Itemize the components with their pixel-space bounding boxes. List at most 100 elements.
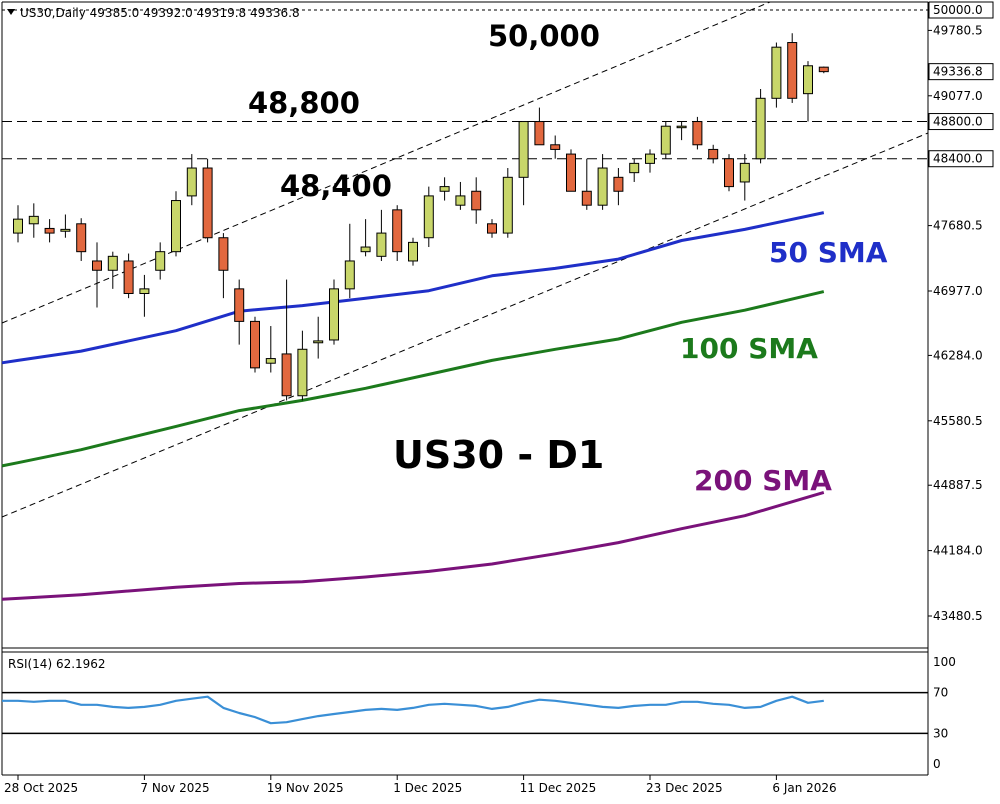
symbol-info: US30,Daily 49385.0 49392.0 49319.8 49336…: [20, 6, 300, 20]
rsi-tick-label: 30: [933, 726, 948, 740]
candle-body: [28, 215, 39, 225]
candle-12: [202, 158, 213, 243]
candle-body: [755, 97, 766, 160]
candle-48: [771, 42, 782, 108]
candle-22: [360, 219, 371, 257]
moving-averages: [1, 211, 825, 601]
candle-38: [613, 168, 624, 206]
candle-51: [818, 66, 829, 74]
time-tick-label: 6 Jan 2026: [772, 781, 836, 795]
candle-17: [281, 279, 292, 401]
price-tag-box: [928, 113, 994, 131]
candle-body: [502, 176, 513, 234]
candle-body: [581, 190, 592, 206]
candle-27: [439, 177, 450, 201]
candle-body: [739, 162, 750, 183]
candle-body: [550, 144, 561, 150]
candle-body: [171, 200, 181, 253]
candle-33: [534, 107, 545, 146]
price-tags: 50000.0 49336.8 48800.0 48400.0: [928, 1, 994, 168]
price-tick-label: 45580.5: [933, 414, 983, 428]
candle-body: [534, 121, 545, 146]
sma-line-200: [1, 490, 825, 601]
candle-body: [566, 153, 576, 192]
candle-37: [597, 154, 608, 210]
candle-1: [28, 203, 39, 238]
candle-29: [471, 177, 482, 224]
price-tag-label: 50000.0: [933, 3, 983, 17]
rsi-level-tag: [929, 684, 949, 701]
candle-body: [629, 162, 640, 174]
candle-body: [518, 121, 529, 178]
symbol-header: US30,Daily 49385.0 49392.0 49319.8 49336…: [7, 6, 300, 20]
annotation-48400: 48,400: [280, 169, 392, 203]
candle-35: [566, 149, 576, 192]
rsi-label: RSI(14) 62.1962: [8, 657, 106, 671]
candle-body: [281, 353, 292, 397]
chart-title: US30 - D1: [393, 433, 604, 477]
candle-body: [597, 167, 608, 206]
rsi-tick-label: 100: [933, 655, 956, 669]
price-tick-label: 49077.0: [933, 89, 983, 103]
candle-39: [629, 158, 640, 182]
candle-body: [455, 195, 466, 206]
candle-15: [250, 316, 260, 373]
candle-7: [123, 253, 134, 299]
candle-4: [76, 218, 87, 261]
candles: [13, 33, 829, 401]
sma-line-100: [1, 290, 825, 468]
candle-13: [218, 233, 229, 299]
candle-25: [408, 237, 418, 266]
time-axis: 28 Oct 2025 7 Nov 2025 19 Nov 2025 1 Dec 20…: [4, 775, 837, 795]
candle-body: [123, 260, 134, 295]
rsi-panel: 100 70 30 0: [2, 655, 956, 771]
candle-body: [13, 218, 23, 234]
candle-body: [76, 223, 87, 253]
candle-body: [313, 340, 324, 344]
candle-body: [423, 195, 434, 239]
candle-34: [550, 135, 561, 159]
candle-body: [218, 237, 229, 271]
candle-28: [455, 181, 466, 210]
candle-body: [645, 153, 655, 164]
candle-body: [376, 232, 387, 257]
candle-body: [660, 125, 671, 155]
candle-0: [13, 205, 23, 243]
candle-6: [107, 251, 118, 289]
candle-body: [44, 227, 55, 234]
price-tag-box: [928, 1, 994, 19]
candle-47: [755, 89, 766, 164]
candle-3: [60, 214, 71, 238]
candle-body: [439, 186, 450, 192]
candle-body: [724, 158, 734, 188]
candle-body: [60, 228, 71, 232]
rsi-tick-label: 70: [933, 686, 948, 700]
candle-body: [360, 246, 371, 253]
candle-body: [613, 176, 624, 192]
candle-body: [818, 66, 829, 73]
time-tick-label: 23 Dec 2025: [646, 781, 723, 795]
channel-lower-line: [1, 132, 929, 518]
candle-body: [107, 255, 118, 271]
candle-body: [186, 167, 197, 197]
candle-44: [708, 144, 719, 164]
candle-8: [139, 274, 150, 317]
time-tick-label: 28 Oct 2025: [4, 781, 78, 795]
time-tick-label: 7 Nov 2025: [140, 781, 209, 795]
candle-body: [344, 260, 355, 290]
candle-43: [692, 116, 703, 150]
candle-31: [502, 168, 513, 238]
rsi-line: [2, 695, 824, 725]
candle-body: [471, 190, 482, 211]
collapse-triangle-icon[interactable]: [7, 9, 15, 15]
candle-body: [155, 251, 166, 271]
time-tick-label: 1 Dec 2025: [393, 781, 462, 795]
candle-body: [692, 121, 703, 146]
candle-body: [676, 125, 687, 129]
candle-body: [803, 65, 813, 95]
price-tick-label: 44184.0: [933, 544, 983, 558]
price-tick-label: 46977.0: [933, 284, 983, 298]
candle-20: [329, 279, 339, 345]
